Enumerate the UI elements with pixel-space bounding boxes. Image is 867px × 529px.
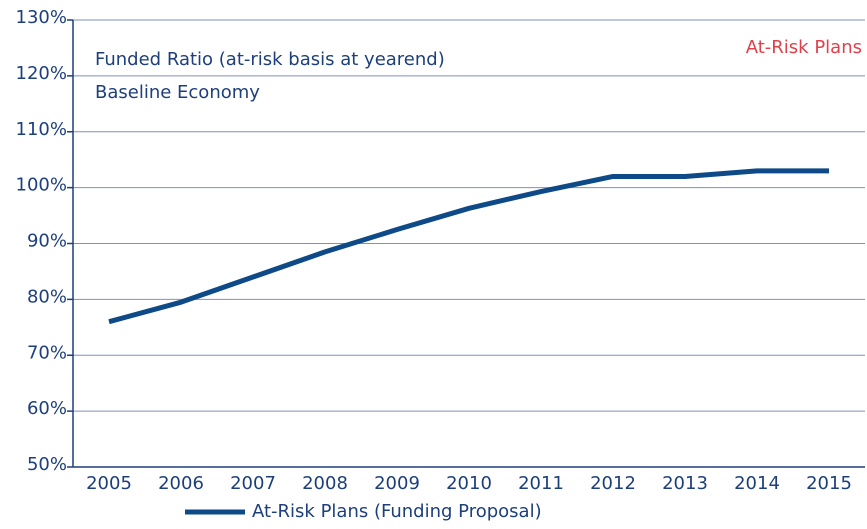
- y-tick-label: 50%: [27, 454, 67, 475]
- y-tick-label: 70%: [27, 342, 67, 363]
- chart-title: Funded Ratio (at-risk basis at yearend): [95, 49, 445, 70]
- x-tick-label: 2006: [158, 473, 204, 494]
- legend-label: At-Risk Plans (Funding Proposal): [252, 501, 542, 522]
- x-tick-label: 2009: [374, 473, 420, 494]
- y-tick-label: 110%: [16, 119, 67, 140]
- x-tick-label: 2011: [518, 473, 564, 494]
- y-tick-label: 60%: [27, 398, 67, 419]
- x-tick-label: 2015: [806, 473, 852, 494]
- y-tick-label: 90%: [27, 231, 67, 252]
- x-tick-label: 2007: [230, 473, 276, 494]
- x-tick-label: 2005: [86, 473, 132, 494]
- x-tick-label: 2012: [590, 473, 636, 494]
- chart-subtitle: Baseline Economy: [95, 82, 260, 103]
- y-tick-label: 100%: [16, 175, 67, 196]
- y-tick-label: 80%: [27, 286, 67, 307]
- y-tick-label: 120%: [16, 63, 67, 84]
- x-tick-label: 2010: [446, 473, 492, 494]
- x-tick-label: 2014: [734, 473, 780, 494]
- data-line: [108, 168, 829, 325]
- annotation: At-Risk Plans: [746, 37, 862, 58]
- x-tick-label: 2013: [662, 473, 708, 494]
- y-tick-label: 130%: [16, 7, 67, 28]
- x-tick-label: 2008: [302, 473, 348, 494]
